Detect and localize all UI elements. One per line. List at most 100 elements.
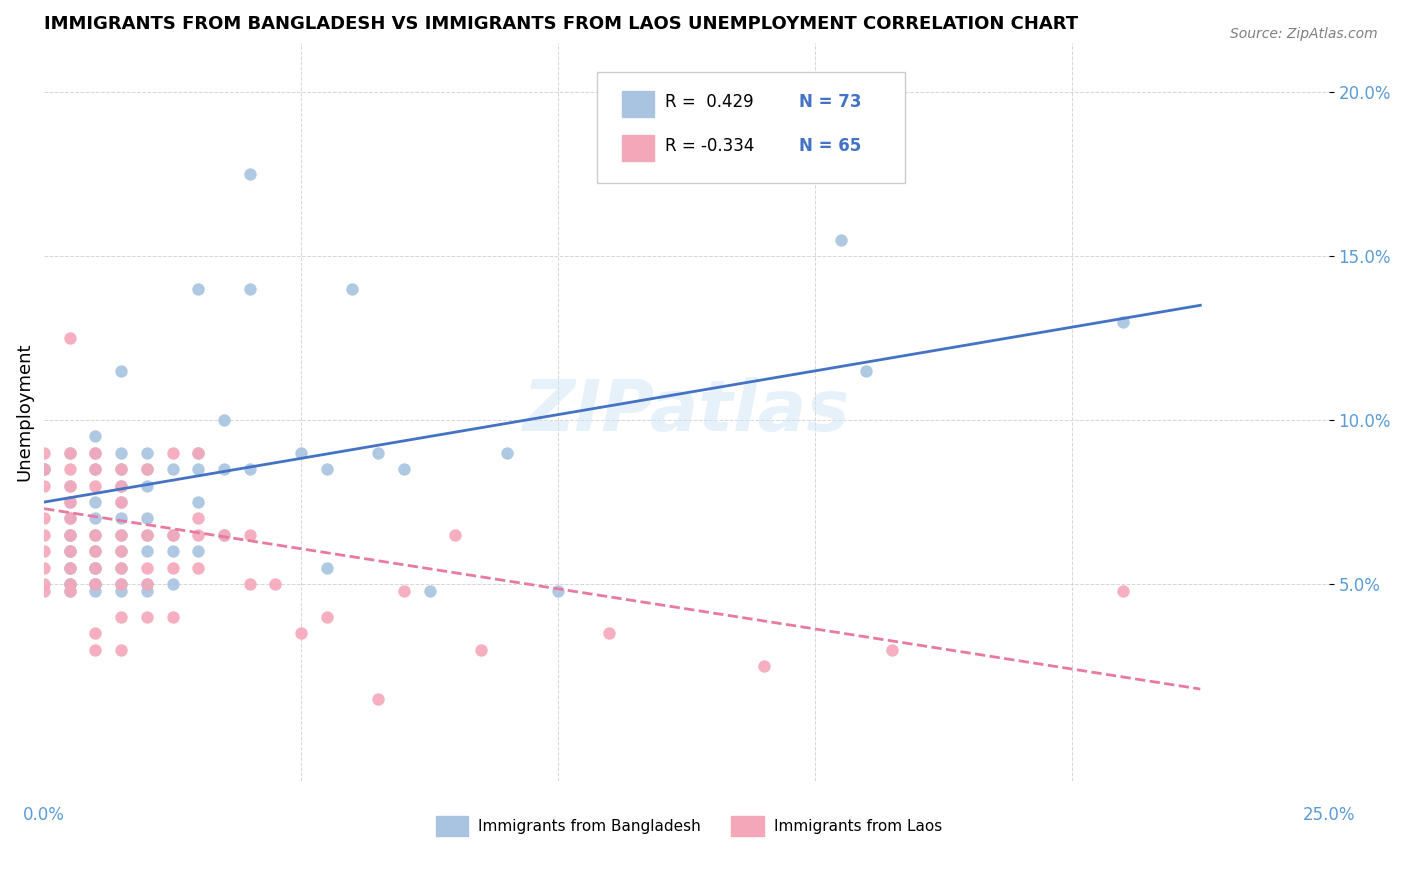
Point [32,462,55,476]
Point [110,478,132,492]
Point [59,577,82,591]
Point [392,462,415,476]
Point [444,528,467,542]
Point [367,446,389,460]
Point [59,446,82,460]
Point [110,478,132,492]
Point [32,560,55,574]
Point [212,462,235,476]
Point [59,495,82,509]
Point [110,446,132,460]
Point [59,478,82,492]
Point [84,577,107,591]
Point [290,446,312,460]
Point [59,560,82,574]
Point [32,583,55,598]
Point [470,642,492,657]
Point [135,560,157,574]
Point [547,583,569,598]
Point [32,446,55,460]
Point [59,528,82,542]
Point [59,511,82,525]
Point [212,528,235,542]
Point [418,583,440,598]
Point [59,511,82,525]
Point [59,583,82,598]
Point [59,560,82,574]
Text: 0.0%: 0.0% [22,805,65,824]
Point [162,610,184,624]
Point [59,583,82,598]
Point [110,583,132,598]
Point [135,478,157,492]
Point [855,364,877,378]
Point [187,560,209,574]
Point [135,462,157,476]
Point [110,511,132,525]
Point [32,577,55,591]
Point [59,560,82,574]
Point [84,429,107,443]
Point [84,583,107,598]
Point [135,583,157,598]
Point [135,544,157,558]
Point [110,495,132,509]
Point [187,446,209,460]
Point [187,544,209,558]
Point [239,528,262,542]
Point [110,495,132,509]
FancyBboxPatch shape [623,91,654,117]
Point [135,511,157,525]
Point [315,610,337,624]
Point [162,462,184,476]
Text: Immigrants from Laos: Immigrants from Laos [773,819,942,834]
Point [392,583,415,598]
Point [239,282,262,296]
Point [212,413,235,427]
Text: Immigrants from Bangladesh: Immigrants from Bangladesh [478,819,702,834]
Point [110,462,132,476]
Point [110,528,132,542]
Point [84,528,107,542]
Point [110,577,132,591]
Point [187,282,209,296]
Point [264,577,287,591]
Point [110,528,132,542]
Point [84,462,107,476]
Point [59,495,82,509]
Point [135,610,157,624]
Point [162,577,184,591]
Point [59,528,82,542]
Text: R =  0.429: R = 0.429 [665,93,754,112]
Text: N = 65: N = 65 [800,137,862,155]
Point [1112,583,1135,598]
FancyBboxPatch shape [623,136,654,161]
Point [32,462,55,476]
Point [135,577,157,591]
Point [495,446,517,460]
Point [187,462,209,476]
Point [84,478,107,492]
Point [187,446,209,460]
FancyBboxPatch shape [596,72,905,183]
Y-axis label: Unemployment: Unemployment [15,343,32,481]
Point [239,577,262,591]
Point [162,544,184,558]
Point [135,528,157,542]
Point [110,364,132,378]
Point [598,626,620,640]
FancyBboxPatch shape [731,815,763,836]
Point [162,528,184,542]
Point [84,446,107,460]
Point [239,167,262,181]
Point [110,462,132,476]
Point [135,528,157,542]
Point [110,544,132,558]
Point [84,544,107,558]
Point [110,560,132,574]
Point [290,626,312,640]
Point [315,462,337,476]
Point [110,610,132,624]
Point [84,560,107,574]
Point [880,642,903,657]
